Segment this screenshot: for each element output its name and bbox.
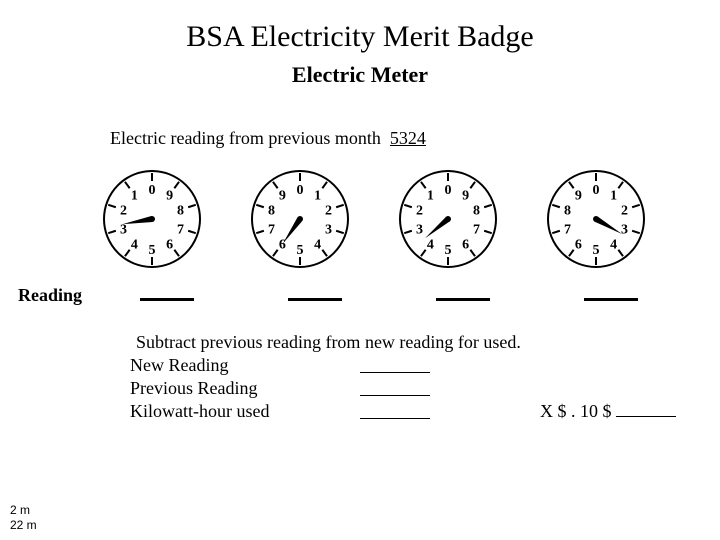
svg-text:2: 2 xyxy=(416,204,423,219)
svg-text:7: 7 xyxy=(473,222,480,237)
svg-text:4: 4 xyxy=(427,237,434,252)
calc-block: New ReadingPrevious ReadingKilowatt-hour… xyxy=(0,355,720,422)
calc-label: Previous Reading xyxy=(130,378,350,399)
meter-dial: 012 34567 89 xyxy=(388,161,508,271)
calc-row: Previous Reading xyxy=(130,378,720,399)
reading-blanks xyxy=(140,285,638,301)
calc-label: New Reading xyxy=(130,355,350,376)
calc-tail: X $ . 10 $ xyxy=(540,401,676,422)
svg-text:5: 5 xyxy=(149,243,156,258)
svg-text:3: 3 xyxy=(621,222,628,237)
calc-blank xyxy=(360,378,430,396)
instruction-text: Subtract previous reading from new readi… xyxy=(136,332,720,353)
svg-text:9: 9 xyxy=(166,189,173,204)
footer-notes: 2 m22 m xyxy=(10,503,37,532)
svg-text:6: 6 xyxy=(279,237,286,252)
previous-reading-label: Electric reading from previous month xyxy=(110,128,381,148)
reading-blank xyxy=(288,285,342,301)
reading-label: Reading xyxy=(18,285,96,306)
svg-text:9: 9 xyxy=(279,189,286,204)
svg-text:3: 3 xyxy=(416,222,423,237)
svg-text:5: 5 xyxy=(445,243,452,258)
reading-blank xyxy=(436,285,490,301)
svg-text:0: 0 xyxy=(593,183,600,198)
svg-text:3: 3 xyxy=(325,222,332,237)
svg-text:6: 6 xyxy=(166,237,173,252)
calc-blank xyxy=(360,401,430,419)
svg-text:7: 7 xyxy=(268,222,275,237)
svg-text:2: 2 xyxy=(120,204,127,219)
svg-text:4: 4 xyxy=(610,237,617,252)
calc-row: Kilowatt-hour used X $ . 10 $ xyxy=(130,401,720,422)
svg-text:9: 9 xyxy=(575,189,582,204)
svg-text:0: 0 xyxy=(297,183,304,198)
meter-dial: 012 34567 89 xyxy=(240,161,360,271)
page-title: BSA Electricity Merit Badge xyxy=(0,0,720,54)
meter-dial: 012 34567 89 xyxy=(536,161,656,271)
svg-text:5: 5 xyxy=(593,243,600,258)
svg-text:7: 7 xyxy=(564,222,571,237)
reading-blank xyxy=(584,285,638,301)
svg-text:0: 0 xyxy=(149,183,156,198)
reading-row: Reading xyxy=(18,285,720,306)
previous-reading-line: Electric reading from previous month 532… xyxy=(110,128,720,149)
svg-text:8: 8 xyxy=(564,204,571,219)
svg-text:9: 9 xyxy=(462,189,469,204)
calc-blank xyxy=(360,355,430,373)
svg-text:0: 0 xyxy=(445,183,452,198)
svg-text:1: 1 xyxy=(131,189,138,204)
svg-text:2: 2 xyxy=(621,204,628,219)
svg-text:8: 8 xyxy=(268,204,275,219)
svg-text:1: 1 xyxy=(610,189,617,204)
meter-dial: 012 34567 89 xyxy=(92,161,212,271)
reading-blank xyxy=(140,285,194,301)
footer-line: 22 m xyxy=(10,518,37,532)
calc-row: New Reading xyxy=(130,355,720,376)
dials-row: 0123456789012345678901234567890123456789 xyxy=(92,161,720,271)
svg-text:4: 4 xyxy=(314,237,321,252)
footer-line: 2 m xyxy=(10,503,37,517)
svg-text:3: 3 xyxy=(120,222,127,237)
svg-text:6: 6 xyxy=(462,237,469,252)
svg-text:4: 4 xyxy=(131,237,138,252)
svg-text:7: 7 xyxy=(177,222,184,237)
svg-text:5: 5 xyxy=(297,243,304,258)
svg-text:8: 8 xyxy=(177,204,184,219)
svg-text:1: 1 xyxy=(314,189,321,204)
svg-text:8: 8 xyxy=(473,204,480,219)
previous-reading-value: 5324 xyxy=(390,128,426,148)
svg-text:6: 6 xyxy=(575,237,582,252)
page-subtitle: Electric Meter xyxy=(0,62,720,88)
svg-text:1: 1 xyxy=(427,189,434,204)
svg-text:2: 2 xyxy=(325,204,332,219)
calc-label: Kilowatt-hour used xyxy=(130,401,350,422)
